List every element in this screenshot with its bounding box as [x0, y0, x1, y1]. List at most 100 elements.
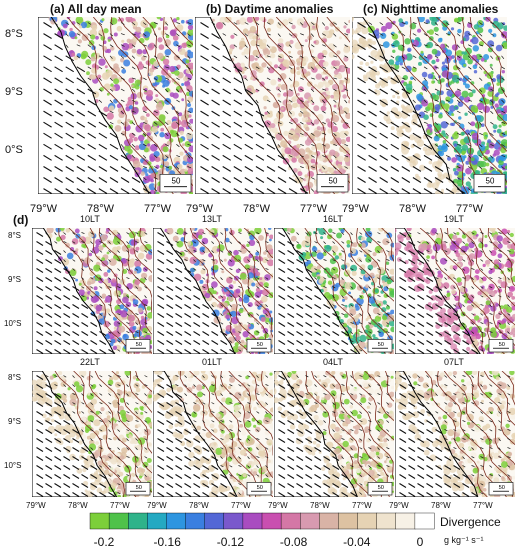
panel-b-wind-vector: [211, 33, 220, 39]
panel-d-10lt-shade: [137, 307, 143, 313]
panel-d-13lt-wind-vector: [211, 232, 215, 235]
panel-d-16lt-wind-vector: [359, 232, 363, 235]
top-lon-label-b-77w: 77°W: [300, 203, 328, 215]
panel-d-16lt-wind-vector: [341, 295, 344, 299]
panel-b-shade: [324, 30, 329, 36]
panel-d-16lt-wind-vector: [287, 268, 295, 273]
panel-d-13lt-wind-vector: [166, 259, 174, 264]
panel-d-19lt-shade: [490, 327, 497, 334]
panel-d-16lt-wind-vector: [314, 340, 322, 345]
panel-d-19lt-wind-vector: [444, 232, 448, 235]
panel-d-10lt-shade: [101, 293, 107, 299]
panel-c-wind-vector: [445, 66, 450, 70]
panel-d-22lt-wind-vector: [63, 474, 71, 479]
panel-d-19lt-contour: [440, 228, 505, 354]
panel-d-22lt-ocean-shade: [37, 397, 46, 406]
panel-d-19lt-coastline: [403, 228, 481, 354]
panel-a-wind-vector: [131, 155, 136, 159]
panel-c-wind-vector: [434, 154, 444, 161]
panel-d-22lt-wind-vector: [117, 420, 121, 423]
panel-c-wind-vector: [456, 66, 461, 70]
panel-c-wind-vector: [357, 121, 366, 128]
panel-d-10lt-wind-vector: [108, 295, 112, 297]
panel-a-shade: [166, 140, 172, 146]
panel-d-10lt-shade: [93, 264, 101, 272]
panel-c-wind-vector: [434, 121, 439, 126]
panel-a-shade: [188, 145, 193, 153]
panel-d-16lt-shade: [360, 242, 366, 249]
panel-d-22lt-ocean-shade: [61, 412, 65, 416]
panel-d-13lt-wind-vector: [193, 349, 201, 354]
panel-d-19lt-wind-vector: [408, 286, 416, 291]
panel-a-shade: [134, 79, 141, 86]
panel-d-10lt-wind-vector: [81, 304, 89, 309]
panel-a-wind-vector: [54, 110, 63, 117]
panel-d-22lt-wind-vector: [54, 438, 62, 443]
panel-b-wind-vector: [311, 77, 316, 80]
panel-c-wind-vector: [456, 33, 461, 37]
panel-d-22lt-wind-vector: [81, 492, 89, 497]
panel-b-wind-vector: [344, 44, 348, 48]
panel-b-wind-vector: [266, 22, 271, 25]
panel-b-shade: [345, 136, 350, 142]
panel-d-13lt-shade: [202, 283, 209, 291]
panel-d-13lt-shade: [200, 269, 206, 275]
panel-d-22lt-wind-vector: [54, 393, 62, 398]
panel-d-16lt-shade: [360, 264, 366, 270]
panel-b-shade: [239, 17, 247, 25]
panel-a-shade: [149, 156, 156, 162]
panel-a-shade: [178, 112, 183, 117]
panel-d-10lt-wind-vector: [99, 277, 102, 281]
panel-c-title: (c) Nighttime anomalies: [363, 2, 499, 16]
panel-b-shade: [271, 127, 278, 134]
panel-d-16lt-wind-vector: [341, 331, 349, 336]
panel-b-wind-vector: [322, 132, 327, 135]
panel-b-shade: [325, 118, 330, 123]
panel-d-13lt-wind-vector: [247, 268, 251, 270]
panel-d-16lt-wind-vector: [332, 259, 336, 262]
panel-b-shade: [302, 110, 308, 116]
panel-a-wind-vector: [87, 88, 97, 95]
panel-c-ocean-shade: [383, 65, 391, 74]
panel-a-wind-vector: [120, 154, 130, 161]
panel-d-22lt-wind-vector: [36, 393, 44, 398]
panel-d-10lt-wind-vector: [54, 331, 62, 336]
panel-a-wind-vector: [187, 88, 191, 93]
panel-d-13lt-shade: [198, 228, 205, 235]
panel-d-19lt-shade: [477, 319, 481, 323]
panel-d-13lt-wind-vector: [238, 241, 242, 244]
panel-d-13lt-wind-vector: [193, 322, 201, 327]
panel-c-shade: [382, 41, 390, 48]
panel-d-10lt-wind-vector: [108, 313, 111, 317]
panel-c-shade: [498, 124, 502, 128]
panel-d-19lt-wind-vector: [426, 349, 434, 354]
panel-c-wind-vector: [490, 132, 494, 136]
panel-d-22lt-wind-vector: [81, 429, 84, 433]
panel-c-wind-vector: [457, 132, 461, 136]
panel-c-wind-vector: [401, 66, 406, 70]
panel-b-shade: [269, 128, 274, 132]
panel-d-22lt-wind-vector: [81, 438, 85, 441]
panel-d-10lt-wind-vector: [144, 313, 147, 317]
panel-a-wind-vector: [165, 33, 169, 36]
panel-d-13lt-shade: [225, 237, 230, 243]
panel-d-13lt-shade: [240, 344, 244, 348]
panel-d-10lt-shade: [107, 269, 111, 273]
panel-a-shade: [128, 138, 134, 143]
panel-d-10lt-wind-vector: [63, 295, 71, 300]
panel-a-shade: [172, 92, 179, 99]
panel-a-wind-vector: [131, 55, 136, 59]
panel-a-wind-vector: [76, 121, 86, 128]
panel-d-13lt-wind-vector: [166, 313, 174, 318]
panel-d-19lt-wind-vector: [408, 277, 416, 282]
panel-c-shade: [499, 98, 506, 105]
panel-b-reference-box: [316, 174, 349, 193]
panel-d-10lt-wind-vector: [63, 340, 71, 345]
panel-d-22lt-shade: [143, 447, 150, 454]
panel-d-19lt-ocean-shade: [448, 312, 452, 317]
panel-b-wind-vector: [344, 121, 349, 125]
panel-d-19lt-wind-vector: [498, 322, 502, 325]
panel-d-22lt-wind-vector: [108, 384, 112, 386]
panel-d-22lt-wind-vector: [135, 474, 138, 478]
panel-c-wind-vector: [501, 77, 505, 81]
